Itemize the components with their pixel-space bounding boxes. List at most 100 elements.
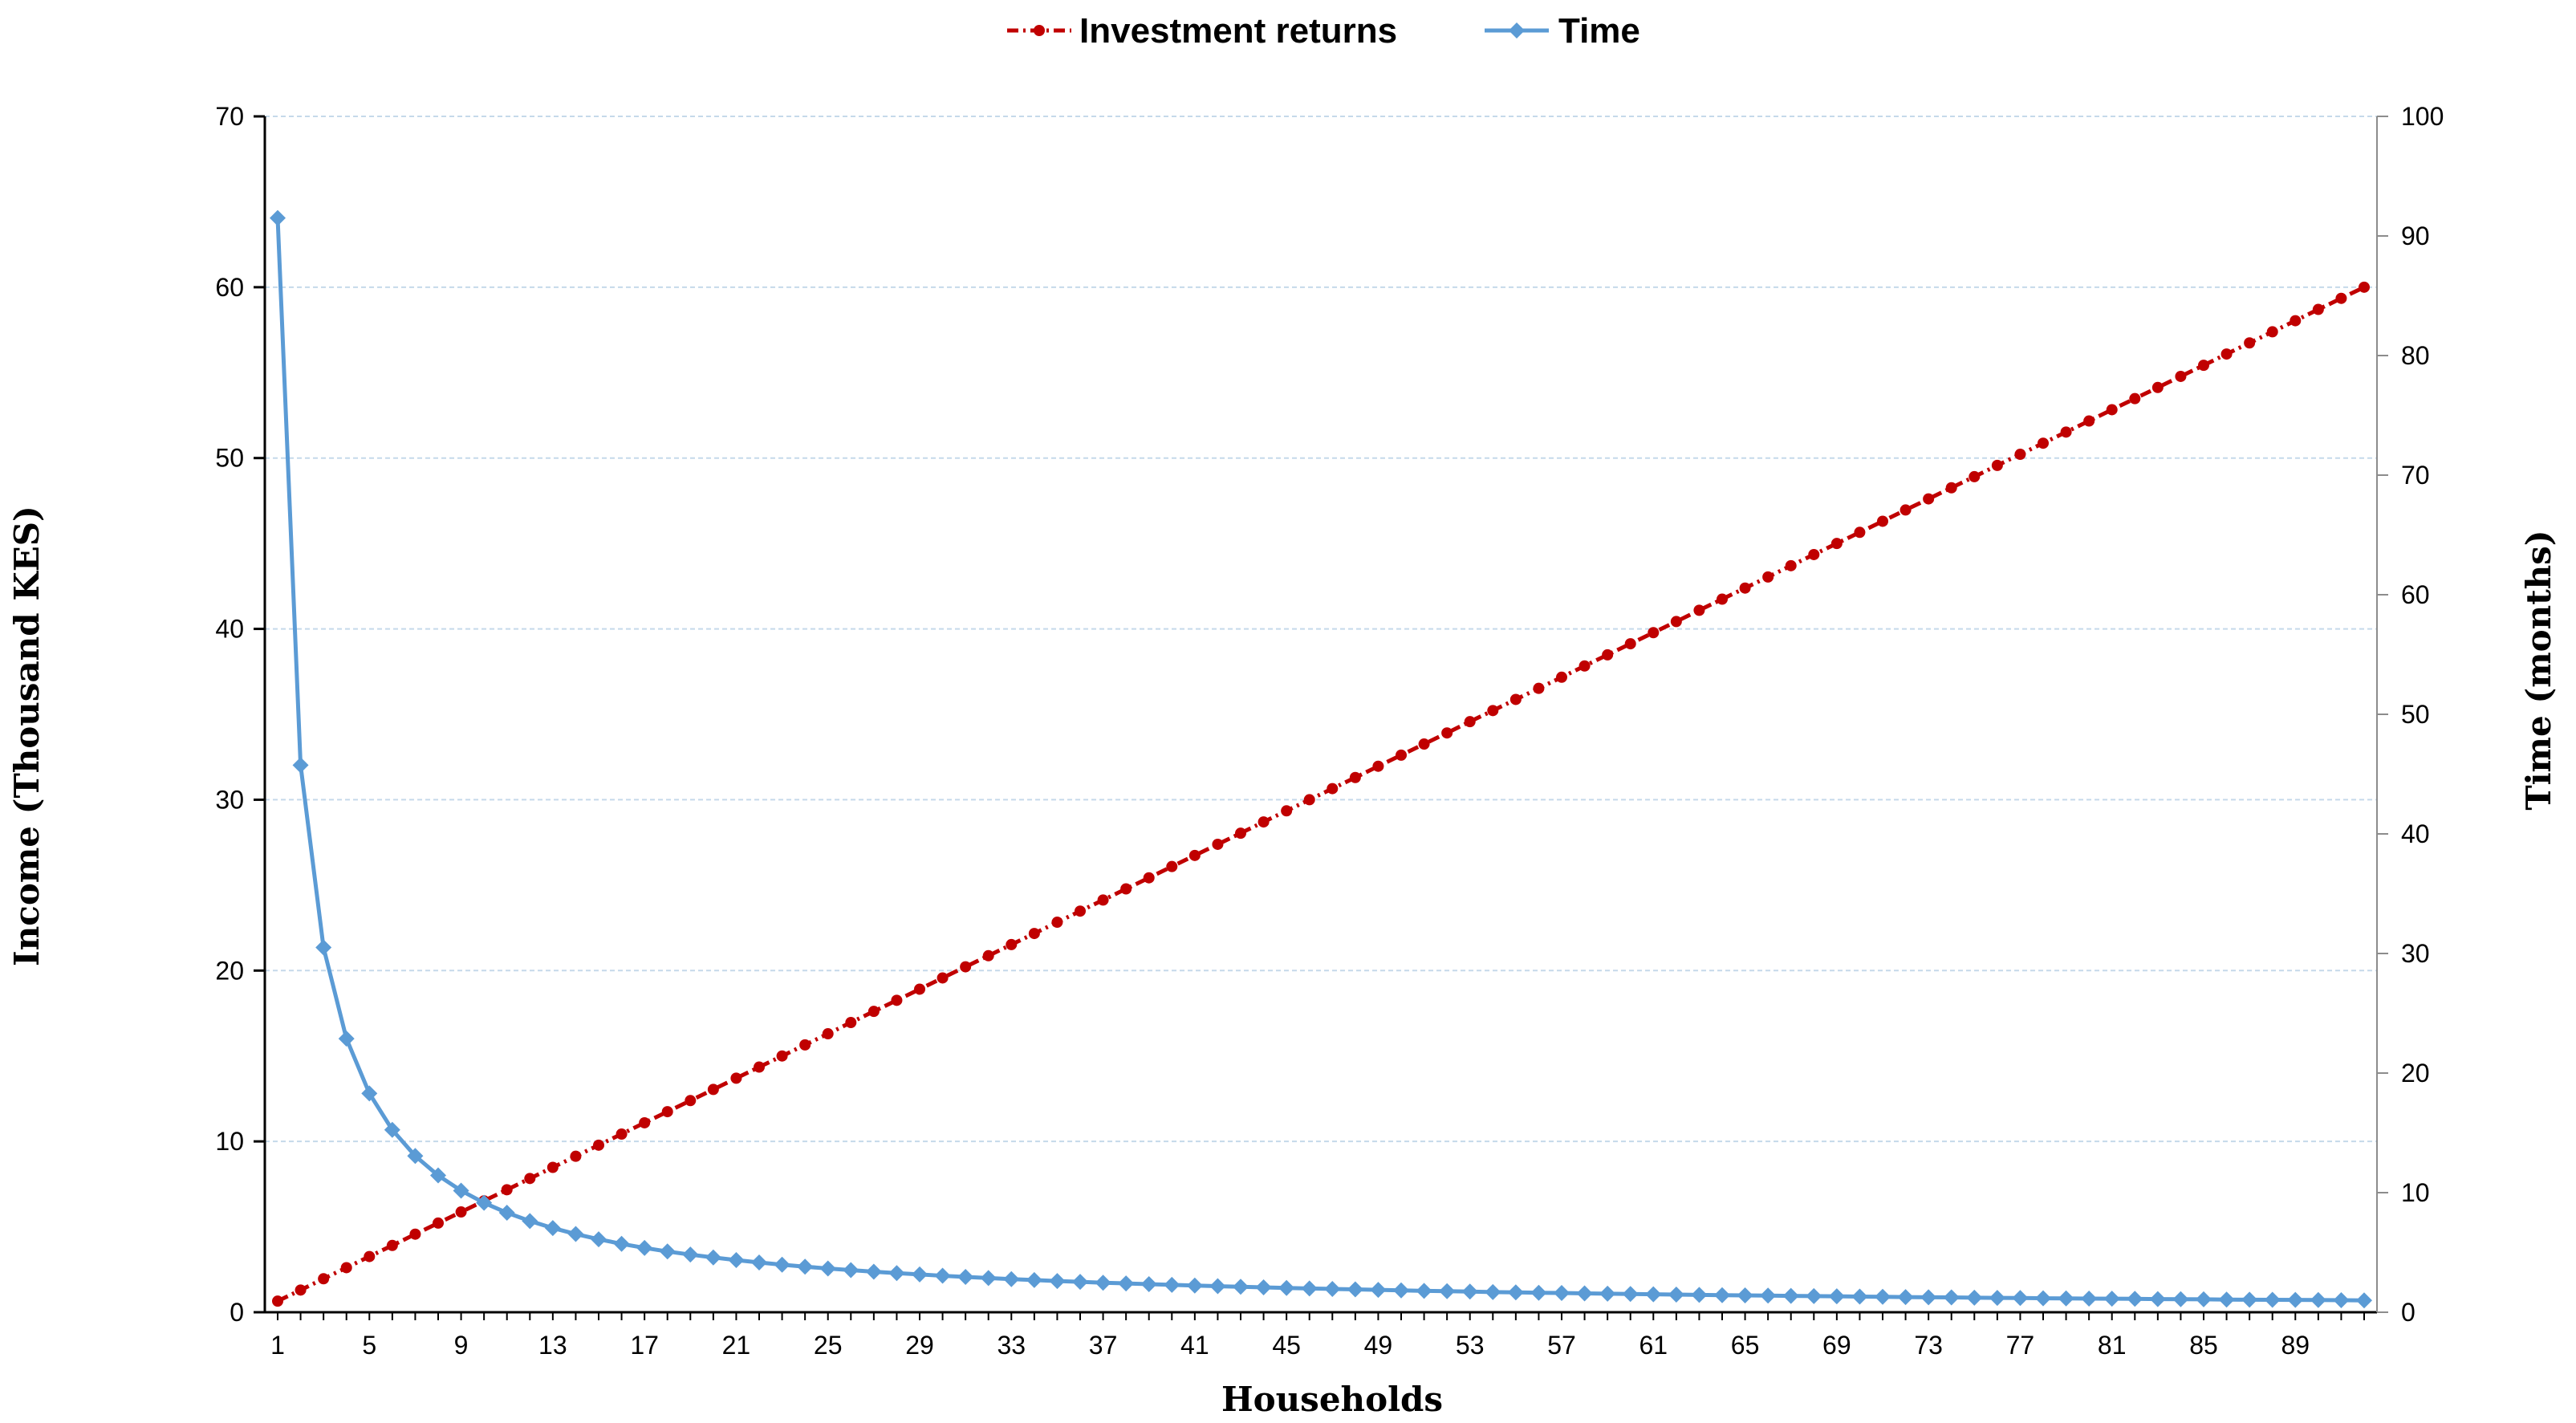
- data-point-investment-returns: [891, 994, 903, 1006]
- data-point-time: [705, 1249, 721, 1266]
- y2-tick-label: 100: [2401, 102, 2444, 131]
- data-point-investment-returns: [1028, 928, 1040, 940]
- data-point-investment-returns: [1762, 571, 1774, 583]
- data-point-investment-returns: [1143, 872, 1155, 884]
- x-tick-label: 17: [630, 1331, 659, 1360]
- data-point-investment-returns: [1372, 760, 1384, 772]
- data-point-time: [728, 1252, 745, 1269]
- data-point-time: [1278, 1279, 1295, 1296]
- data-point-investment-returns: [2151, 381, 2164, 393]
- data-point-time: [659, 1243, 676, 1260]
- y2-axis-title: Time (months): [2519, 530, 2558, 810]
- data-point-time: [430, 1167, 446, 1184]
- data-point-investment-returns: [1281, 805, 1293, 817]
- x-tick-label: 45: [1272, 1331, 1301, 1360]
- data-point-time: [453, 1182, 469, 1199]
- data-point-investment-returns: [1648, 627, 1660, 639]
- data-point-time: [1347, 1281, 1363, 1298]
- data-point-investment-returns: [1258, 816, 1270, 828]
- data-point-time: [751, 1254, 767, 1271]
- x-axis-title: Households: [1221, 1380, 1443, 1419]
- data-point-time: [1851, 1288, 1868, 1305]
- data-point-investment-returns: [1624, 638, 1636, 650]
- data-point-time: [315, 939, 332, 956]
- data-point-time: [1691, 1287, 1708, 1303]
- data-point-investment-returns: [1969, 470, 1981, 482]
- y-tick-label: 60: [215, 273, 244, 302]
- y2-tick-label: 0: [2401, 1298, 2416, 1327]
- data-point-time: [544, 1220, 561, 1237]
- data-point-time: [1370, 1282, 1387, 1299]
- data-point-investment-returns: [2312, 303, 2324, 315]
- y2-tick-label: 10: [2401, 1178, 2430, 1207]
- y2-tick-label: 60: [2401, 580, 2430, 609]
- data-point-time: [1416, 1283, 1432, 1299]
- data-point-investment-returns: [1785, 559, 1797, 571]
- data-point-investment-returns: [1923, 493, 1935, 505]
- data-point-investment-returns: [455, 1206, 467, 1218]
- data-point-investment-returns: [776, 1050, 788, 1062]
- data-point-investment-returns: [409, 1228, 421, 1240]
- data-point-investment-returns: [1509, 693, 1522, 705]
- data-point-time: [613, 1235, 630, 1252]
- data-point-investment-returns: [1441, 727, 1453, 739]
- data-point-investment-returns: [1349, 771, 1361, 783]
- data-point-time: [1622, 1286, 1639, 1303]
- data-point-investment-returns: [2198, 360, 2209, 372]
- data-point-investment-returns: [272, 1295, 283, 1307]
- data-point-investment-returns: [570, 1150, 582, 1162]
- legend-item-time: Time: [1485, 11, 1640, 51]
- data-point-time: [1966, 1289, 1983, 1306]
- data-point-time: [980, 1270, 997, 1287]
- series-area: [270, 209, 2372, 1309]
- data-point-time: [865, 1263, 882, 1280]
- data-point-time: [1760, 1287, 1777, 1304]
- data-point-investment-returns: [1303, 794, 1315, 806]
- data-point-time: [1782, 1287, 1799, 1304]
- data-point-time: [2218, 1291, 2235, 1308]
- data-point-time: [1118, 1275, 1135, 1292]
- data-point-investment-returns: [1693, 604, 1705, 616]
- data-point-investment-returns: [1602, 648, 1614, 661]
- data-point-time: [1026, 1271, 1042, 1288]
- data-point-time: [1140, 1275, 1157, 1292]
- y-tick-label: 0: [230, 1298, 244, 1327]
- data-point-time: [1599, 1285, 1616, 1302]
- y2-tick-label: 20: [2401, 1059, 2430, 1088]
- data-point-time: [292, 757, 309, 774]
- x-tick-label: 21: [722, 1331, 751, 1360]
- data-point-investment-returns: [340, 1262, 352, 1274]
- data-point-investment-returns: [2083, 415, 2095, 427]
- y-tick-label: 30: [215, 785, 244, 814]
- y2-tick-label: 50: [2401, 700, 2430, 729]
- data-point-time: [1828, 1288, 1845, 1305]
- data-point-time: [934, 1267, 951, 1284]
- data-point-time: [1737, 1287, 1753, 1303]
- data-point-time: [2127, 1291, 2143, 1307]
- data-point-time: [1255, 1279, 1272, 1296]
- data-point-investment-returns: [1327, 783, 1339, 795]
- data-point-investment-returns: [1464, 716, 1476, 728]
- data-point-investment-returns: [2220, 348, 2233, 360]
- series-line-time: [275, 218, 2365, 1303]
- data-point-time: [2172, 1291, 2189, 1307]
- data-point-investment-returns: [1717, 593, 1728, 605]
- data-point-investment-returns: [318, 1273, 330, 1285]
- data-point-investment-returns: [1212, 838, 1224, 850]
- data-point-time: [2081, 1291, 2098, 1307]
- legend: Investment returns Time: [1007, 11, 1640, 51]
- y-tick-label: 50: [215, 444, 244, 473]
- data-point-investment-returns: [730, 1072, 742, 1084]
- y-tick-label: 40: [215, 615, 244, 644]
- y-tick-label: 10: [215, 1127, 244, 1156]
- data-point-time: [636, 1239, 653, 1256]
- x-tick-label: 9: [454, 1331, 469, 1360]
- data-point-investment-returns: [1991, 459, 2003, 471]
- data-point-time: [2058, 1290, 2074, 1307]
- data-point-investment-returns: [1945, 482, 1957, 494]
- data-point-investment-returns: [364, 1250, 376, 1262]
- x-tick-label: 41: [1180, 1331, 1209, 1360]
- data-point-time: [476, 1194, 493, 1211]
- data-point-investment-returns: [639, 1116, 651, 1128]
